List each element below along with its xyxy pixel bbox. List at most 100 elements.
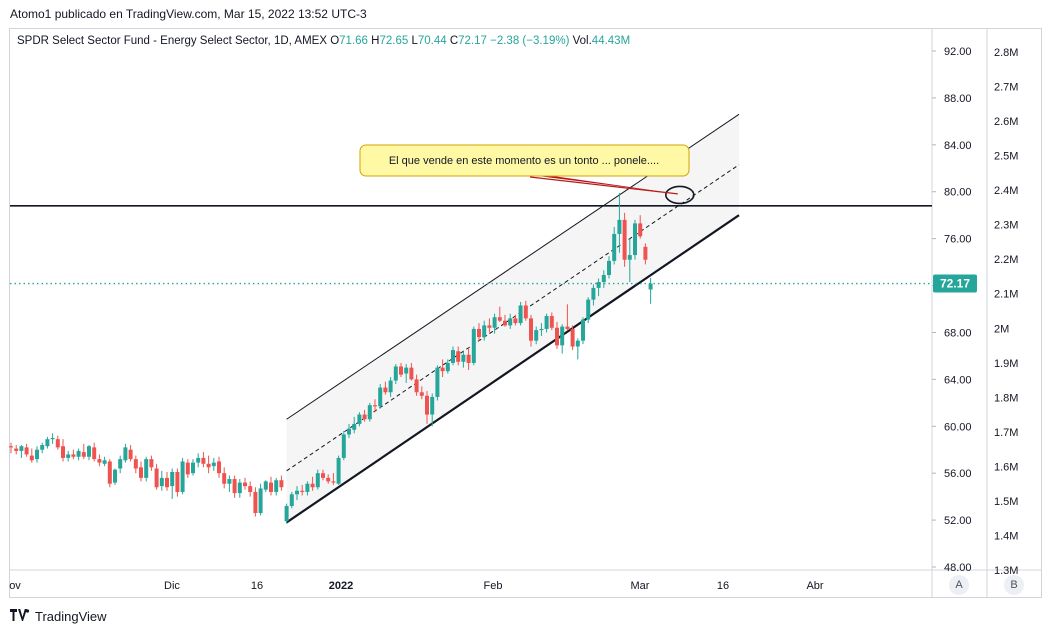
candle-body: [295, 490, 299, 495]
candle-body: [289, 494, 294, 507]
footer-brand[interactable]: TradingView: [10, 609, 107, 624]
candle-body: [144, 459, 149, 478]
scale-b-button[interactable]: B: [1004, 575, 1024, 595]
price-tick-label: 48.00: [944, 562, 972, 574]
candle-body: [591, 287, 596, 300]
candle-body: [570, 328, 575, 347]
candle-body: [477, 328, 481, 338]
candle-body: [404, 367, 409, 374]
candle: [393, 364, 398, 385]
candle-body: [612, 233, 617, 261]
candle: [185, 459, 190, 478]
candle: [274, 477, 279, 496]
volume-tick-label: 2.5M: [994, 151, 1018, 163]
candle-body: [466, 354, 471, 363]
candle-body: [159, 477, 164, 487]
candle: [341, 430, 346, 461]
candle: [347, 423, 351, 438]
candle-body: [388, 380, 393, 393]
candle: [305, 481, 310, 496]
candle-body: [305, 483, 310, 492]
volume-tick-label: 1.8M: [994, 392, 1018, 404]
candle-body: [440, 367, 445, 372]
candle-body: [170, 472, 175, 487]
candle-body: [310, 483, 315, 488]
legend-change: −2.38 (−3.19%): [490, 35, 570, 47]
candle-body: [191, 462, 195, 474]
candle-body: [638, 223, 643, 237]
candle-body: [97, 459, 102, 463]
candle-body: [180, 461, 185, 492]
candle-body: [24, 447, 29, 455]
candle: [565, 304, 570, 331]
candle: [237, 479, 242, 498]
candle: [643, 243, 648, 265]
candle: [217, 456, 221, 478]
candle: [159, 470, 164, 491]
candle: [71, 449, 76, 460]
candle-body: [321, 473, 325, 478]
candle-body: [352, 423, 357, 430]
candle: [310, 476, 315, 491]
price-tick-label: 68.00: [944, 327, 972, 339]
candle-body: [492, 317, 497, 328]
price-tick-label: 92.00: [944, 46, 972, 58]
candle: [227, 475, 232, 492]
candle-body: [633, 223, 637, 256]
candle: [409, 362, 414, 381]
candle: [586, 297, 591, 324]
candle-body: [529, 318, 533, 341]
candle-body: [315, 473, 320, 488]
candle: [477, 323, 481, 341]
candle: [128, 445, 133, 462]
legend-low-label: L: [411, 35, 418, 47]
candle-body: [617, 219, 622, 234]
time-tick-label: Dic: [164, 580, 180, 592]
candle: [607, 256, 611, 279]
candle: [451, 346, 455, 366]
candle: [284, 503, 289, 524]
candle: [144, 456, 149, 482]
price-tick-label: 80.00: [944, 187, 972, 199]
candle-body: [471, 328, 476, 363]
candle: [139, 461, 143, 482]
publish-caption: Atomo1 publicado en TradingView.com, Mar…: [10, 7, 367, 21]
candle-body: [581, 319, 585, 341]
candle: [570, 325, 575, 351]
candle: [440, 359, 445, 378]
candle: [133, 455, 138, 474]
price-tick-label: 64.00: [944, 374, 972, 386]
legend-volume-value: 44.43M: [591, 35, 631, 47]
candle-body: [201, 457, 206, 464]
legend-high-value: 72.65: [379, 35, 409, 47]
candle: [321, 469, 325, 481]
candle-body: [139, 467, 143, 478]
tradingview-logo-icon: [10, 609, 30, 624]
candle-body: [555, 327, 559, 346]
candle-body: [482, 325, 487, 338]
volume-tick-label: 2M: [994, 323, 1009, 335]
candle: [269, 476, 273, 496]
candle: [154, 463, 159, 490]
candle: [414, 374, 419, 396]
candle-body: [648, 283, 653, 290]
candle: [497, 306, 502, 322]
candle-body: [523, 305, 528, 319]
candle-body: [211, 462, 216, 467]
volume-tick-label: 1.5M: [994, 496, 1018, 508]
candle-body: [435, 367, 440, 397]
candle: [196, 453, 201, 468]
auto-scale-button[interactable]: A: [949, 575, 969, 595]
candle-body: [9, 446, 13, 448]
candle: [263, 480, 268, 492]
candle-body: [35, 449, 39, 460]
candle: [383, 381, 388, 395]
candle: [627, 238, 632, 283]
candle: [191, 459, 195, 476]
volume-tick-label: 2.7M: [994, 82, 1018, 94]
chart-frame[interactable]: [9, 28, 1042, 598]
candle-body: [357, 414, 362, 424]
channel-fill: [286, 114, 739, 523]
candle: [518, 301, 523, 326]
